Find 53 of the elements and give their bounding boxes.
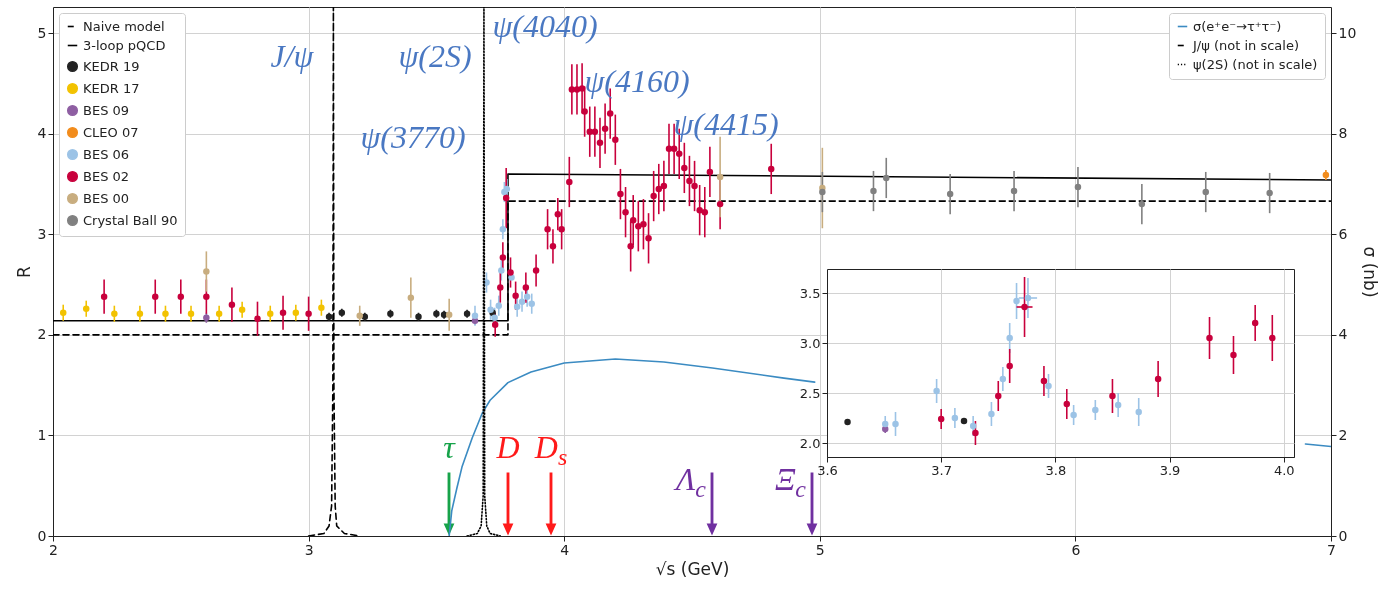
annotation: ψ(4415) bbox=[673, 106, 779, 142]
x-tick-label: 4.0 bbox=[1273, 462, 1295, 478]
legend-label: BES 02 bbox=[83, 168, 130, 184]
legend-label: BES 00 bbox=[83, 190, 130, 206]
x-tick-label: 3 bbox=[304, 541, 314, 558]
y-tick-label: 2 bbox=[37, 326, 47, 343]
y2-tick-label: 6 bbox=[1338, 225, 1348, 242]
x-tick-label: 4 bbox=[560, 541, 570, 558]
y-tick-label: 3.5 bbox=[799, 285, 821, 301]
x-tick-label: 2 bbox=[49, 541, 58, 558]
y2-axis-title: σ (nb) bbox=[1360, 246, 1381, 298]
y-tick-label: 0 bbox=[37, 527, 47, 544]
annotation: ψ(4160) bbox=[584, 63, 690, 99]
y-tick-label: 5 bbox=[37, 24, 47, 41]
annotation: ψ(2S) bbox=[398, 38, 472, 74]
x-tick-label: 3.7 bbox=[931, 462, 953, 478]
annotation: ψ(3770) bbox=[360, 119, 466, 155]
legend-label: BES 09 bbox=[83, 102, 130, 118]
x-tick-label: 3.9 bbox=[1159, 462, 1181, 478]
legend-label: Naive model bbox=[83, 18, 165, 34]
legend-label: CLEO 07 bbox=[83, 124, 139, 140]
annotation: D bbox=[495, 429, 520, 465]
x-tick-label: 3.6 bbox=[817, 462, 838, 478]
y2-tick-label: 8 bbox=[1338, 125, 1348, 142]
x-axis-title: √s (GeV) bbox=[655, 558, 730, 579]
annotation: Λ$_{c}$ bbox=[673, 461, 707, 503]
annotation: ψ(4040) bbox=[492, 8, 598, 44]
annotation: τ bbox=[443, 429, 457, 465]
y-axis-title: R bbox=[13, 265, 34, 278]
legend-label: KEDR 19 bbox=[83, 58, 140, 74]
y-tick-label: 2.0 bbox=[799, 435, 821, 451]
legend-label: KEDR 17 bbox=[83, 80, 140, 96]
annotation: D$_{s}$ bbox=[533, 429, 568, 471]
x-tick-label: 6 bbox=[1071, 541, 1081, 558]
legend-label: BES 06 bbox=[83, 146, 130, 162]
x-tick-label: 7 bbox=[1327, 541, 1336, 558]
legend-label: σ(e⁺e⁻→τ⁺τ⁻) bbox=[1193, 18, 1282, 34]
y-tick-label: 2.5 bbox=[799, 385, 821, 401]
legend-label: J/ψ (not in scale) bbox=[1192, 37, 1299, 53]
annotation: J/ψ bbox=[270, 38, 315, 74]
y2-tick-label: 2 bbox=[1338, 426, 1348, 443]
y-tick-label: 3 bbox=[37, 225, 47, 242]
y-tick-label: 3.0 bbox=[799, 335, 821, 351]
y2-tick-label: 0 bbox=[1338, 527, 1348, 544]
legend-label: ψ(2S) (not in scale) bbox=[1193, 56, 1318, 72]
y-tick-label: 1 bbox=[37, 426, 47, 443]
annotation: Ξ$_{c}$ bbox=[774, 461, 807, 503]
legend-label: 3-loop pQCD bbox=[83, 37, 166, 53]
x-tick-label: 3.8 bbox=[1045, 462, 1067, 478]
legend-label: Crystal Ball 90 bbox=[83, 212, 178, 228]
y2-tick-label: 10 bbox=[1338, 24, 1357, 41]
y-tick-label: 4 bbox=[37, 125, 47, 142]
y2-tick-label: 4 bbox=[1338, 326, 1348, 343]
